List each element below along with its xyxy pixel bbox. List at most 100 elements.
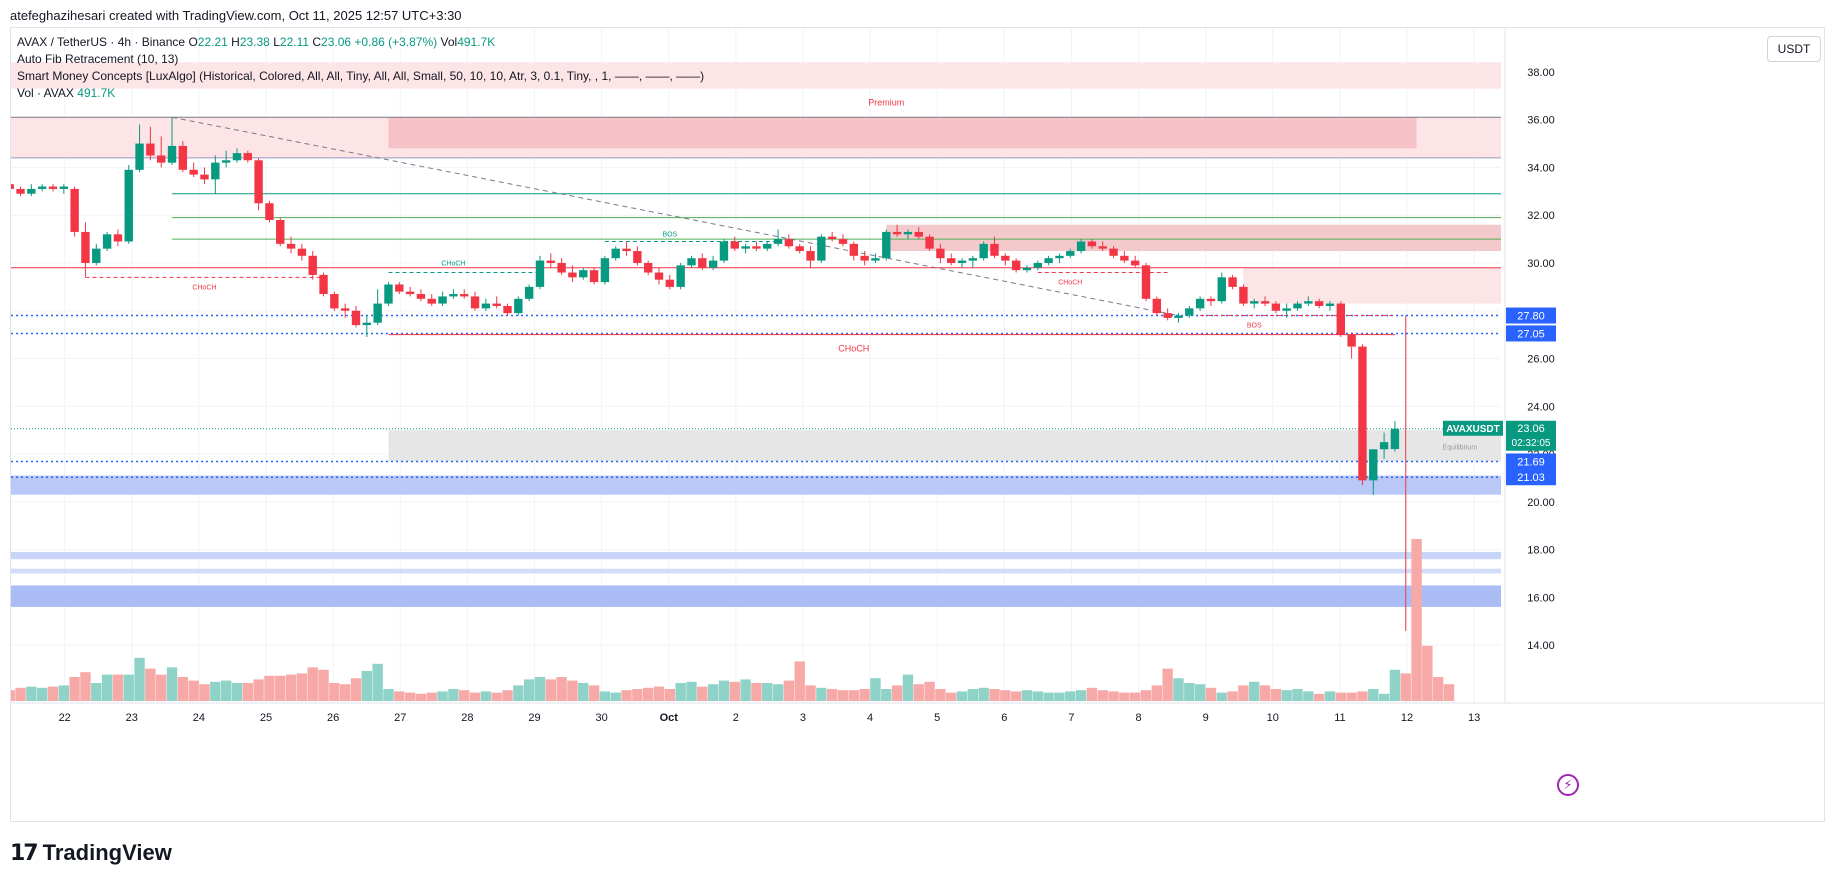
- candle-body: [319, 274, 328, 295]
- price-tag[interactable]: [1506, 325, 1556, 342]
- candle-body: [1347, 334, 1356, 347]
- candle-body: [633, 251, 642, 263]
- x-tick-label: 12: [1401, 712, 1413, 724]
- candle-body: [265, 203, 274, 220]
- vol-label: Vol: [440, 35, 458, 49]
- candle-body: [763, 243, 772, 249]
- high-label: H: [231, 35, 240, 49]
- volume-bar: [426, 692, 437, 701]
- last-price-tag[interactable]: [1506, 420, 1556, 451]
- candle-body: [1076, 241, 1086, 252]
- volume-bar: [1010, 691, 1022, 701]
- legend-smc-indicator[interactable]: Smart Money Concepts [LuxAlgo] (Historic…: [17, 69, 705, 83]
- candle-body: [276, 219, 285, 244]
- volume-bar: [1292, 689, 1303, 701]
- candle-body: [1206, 298, 1216, 302]
- candle-body: [871, 258, 880, 261]
- volume-bar: [545, 679, 556, 701]
- low-value: 22.11: [279, 35, 310, 49]
- candle-body: [730, 241, 739, 249]
- volume-bar: [1313, 693, 1325, 701]
- tradingview-logo[interactable]: 17 TradingView: [10, 840, 172, 866]
- candle-body: [189, 169, 198, 175]
- candle-body: [1120, 255, 1129, 261]
- y-tick-label: 38.00: [1527, 67, 1555, 79]
- volume-bar: [1108, 691, 1119, 701]
- candle-body: [957, 260, 967, 263]
- candle-body: [1163, 313, 1172, 318]
- x-tick-label: 11: [1334, 712, 1345, 724]
- volume-bar: [339, 684, 351, 701]
- volume-bar: [101, 674, 113, 701]
- author-line: atefeghazihesari created with TradingVie…: [10, 8, 462, 23]
- chart-frame[interactable]: Premium BOS CHoCH CHoCH CHoCH CHoCH BOS Equilib…: [10, 27, 1825, 822]
- volume-bar: [1368, 689, 1379, 701]
- symbol-title[interactable]: AVAX / TetherUS · 4h · Binance: [17, 35, 186, 49]
- x-tick-label: 26: [327, 712, 339, 724]
- volume-bar: [275, 675, 286, 701]
- candle-body: [254, 160, 263, 204]
- volume-bar: [58, 685, 70, 701]
- volume-bar: [253, 679, 264, 701]
- volume-bar: [902, 674, 914, 701]
- currency-button[interactable]: USDT: [1767, 36, 1821, 62]
- candle-body: [1271, 303, 1281, 311]
- symbol-tag-label: AVAXUSDT: [1446, 424, 1500, 435]
- candle-body: [492, 303, 501, 306]
- legend-fib-indicator[interactable]: Auto Fib Retracement (10, 13): [17, 52, 179, 66]
- volume-bar: [891, 685, 903, 701]
- y-tick-label: 20.00: [1527, 497, 1555, 509]
- price-tag[interactable]: [1506, 469, 1556, 486]
- price-tag-label: 21.69: [1517, 456, 1545, 468]
- volume-bar: [718, 680, 730, 701]
- volume-bar: [1216, 692, 1227, 701]
- volume-bar: [578, 683, 589, 701]
- legend-volume[interactable]: Vol · AVAX 491.7K: [17, 86, 115, 100]
- candle-body: [146, 143, 155, 156]
- candle-body: [1087, 241, 1097, 247]
- volume-bar: [913, 684, 924, 701]
- price-tag[interactable]: [1506, 453, 1556, 470]
- candle-body: [1217, 277, 1226, 302]
- candle-body: [979, 243, 988, 259]
- volume-bar: [870, 678, 881, 701]
- candle-body: [1390, 428, 1400, 450]
- discount-zone: [11, 475, 1501, 495]
- candle-body: [1011, 260, 1021, 271]
- candle-body: [882, 231, 891, 259]
- annotation-label: Premium: [868, 97, 904, 107]
- x-tick-label: 23: [126, 712, 138, 724]
- lightning-icon[interactable]: ⚡: [1557, 774, 1579, 796]
- candle-body: [16, 188, 25, 194]
- volume-bar: [772, 684, 784, 701]
- y-tick-label: 16.00: [1527, 592, 1555, 604]
- candle-body: [481, 303, 491, 309]
- volume-bar: [697, 686, 708, 701]
- candle-body: [405, 291, 415, 295]
- volume-bar: [11, 690, 15, 701]
- candle-body: [157, 155, 166, 163]
- low-label: L: [273, 35, 280, 49]
- candle-body: [340, 308, 350, 311]
- candle-body: [784, 239, 794, 247]
- volume-bar: [296, 673, 308, 701]
- candle-body: [1314, 301, 1324, 306]
- volume-bar: [567, 680, 578, 701]
- candle-body: [698, 258, 707, 268]
- candle-body: [719, 241, 729, 261]
- candle-body: [395, 284, 404, 292]
- price-tag[interactable]: [1506, 307, 1556, 324]
- candle-body: [806, 251, 815, 261]
- candle-body: [903, 231, 913, 235]
- y-tick-label: 18.00: [1527, 545, 1555, 557]
- y-tick-label: 26.00: [1527, 354, 1555, 366]
- candlestick-chart[interactable]: Premium BOS CHoCH CHoCH CHoCH CHoCH BOS Equilib…: [11, 28, 1824, 821]
- volume-bar: [112, 674, 124, 701]
- symbol-tag: [1443, 420, 1503, 436]
- volume-bar: [881, 689, 892, 701]
- candle-body: [968, 258, 978, 261]
- annotation-label: BOS: [1247, 322, 1262, 329]
- equilibrium-zone: [388, 430, 1501, 462]
- volume-bar: [80, 672, 91, 701]
- volume-bar: [69, 677, 80, 701]
